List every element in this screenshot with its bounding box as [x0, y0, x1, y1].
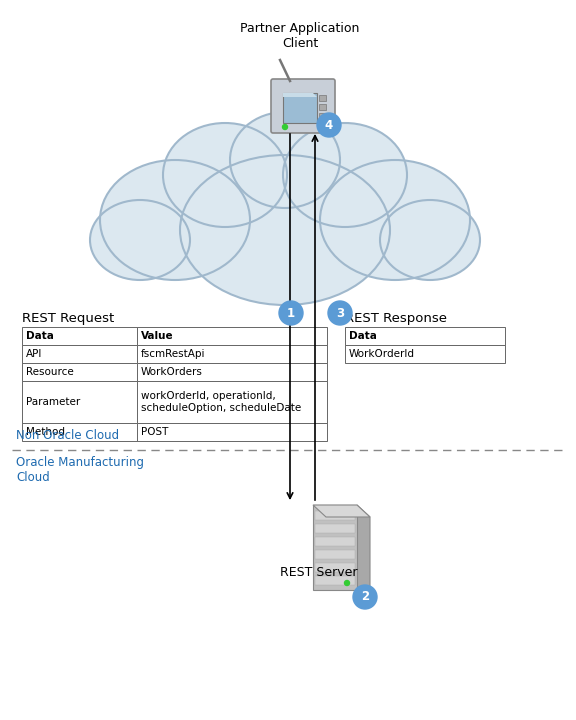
Text: API: API: [26, 349, 43, 359]
Text: 2: 2: [361, 590, 369, 603]
Text: 1: 1: [287, 307, 295, 320]
Text: 4: 4: [325, 119, 333, 132]
Text: Parameter: Parameter: [26, 397, 80, 407]
Text: WorkOrders: WorkOrders: [141, 367, 203, 377]
Circle shape: [279, 301, 303, 325]
Bar: [315, 576, 355, 585]
Ellipse shape: [380, 200, 480, 280]
Bar: [315, 537, 355, 546]
Text: 3: 3: [336, 307, 344, 320]
Bar: [137, 381, 327, 423]
Bar: [315, 550, 355, 559]
Bar: [137, 327, 327, 345]
Bar: [137, 423, 327, 441]
Bar: [283, 93, 317, 123]
Bar: [22, 327, 137, 345]
Circle shape: [282, 125, 287, 130]
Text: Method: Method: [26, 427, 65, 437]
Text: Data: Data: [26, 331, 54, 341]
Bar: [22, 345, 137, 363]
Text: Value: Value: [141, 331, 173, 341]
Ellipse shape: [283, 123, 407, 227]
Bar: [315, 524, 355, 533]
Text: Data: Data: [349, 331, 377, 341]
Bar: [137, 363, 327, 381]
Bar: [345, 327, 505, 345]
Text: REST Server: REST Server: [280, 567, 358, 580]
Ellipse shape: [230, 112, 340, 208]
Bar: [315, 563, 355, 572]
Circle shape: [317, 113, 341, 137]
Text: WorkOrderId: WorkOrderId: [349, 349, 415, 359]
Text: workOrderId, operationId,
scheduleOption, scheduleDate: workOrderId, operationId, scheduleOption…: [141, 391, 301, 413]
Text: POST: POST: [141, 427, 168, 437]
Ellipse shape: [163, 123, 287, 227]
Text: Partner Application
Client: Partner Application Client: [240, 22, 359, 50]
Bar: [319, 104, 326, 110]
Ellipse shape: [90, 200, 190, 280]
Bar: [313, 505, 357, 590]
Text: REST Request: REST Request: [22, 312, 114, 325]
Ellipse shape: [100, 160, 250, 280]
Polygon shape: [313, 505, 370, 517]
Text: Resource: Resource: [26, 367, 74, 377]
Circle shape: [344, 580, 350, 585]
Bar: [137, 345, 327, 363]
Text: Oracle Manufacturing
Cloud: Oracle Manufacturing Cloud: [16, 456, 144, 484]
Polygon shape: [357, 505, 370, 602]
Ellipse shape: [320, 160, 470, 280]
Bar: [319, 95, 326, 101]
Circle shape: [328, 301, 352, 325]
Bar: [22, 363, 137, 381]
Bar: [315, 511, 355, 520]
Circle shape: [353, 585, 377, 609]
Bar: [345, 345, 505, 363]
Polygon shape: [283, 93, 317, 97]
Ellipse shape: [180, 155, 390, 305]
Bar: [22, 423, 137, 441]
Bar: [319, 113, 326, 119]
Text: fscmRestApi: fscmRestApi: [141, 349, 206, 359]
Text: REST Response: REST Response: [345, 312, 447, 325]
Text: Non Oracle Cloud: Non Oracle Cloud: [16, 429, 119, 442]
Bar: [22, 381, 137, 423]
FancyBboxPatch shape: [271, 79, 335, 133]
